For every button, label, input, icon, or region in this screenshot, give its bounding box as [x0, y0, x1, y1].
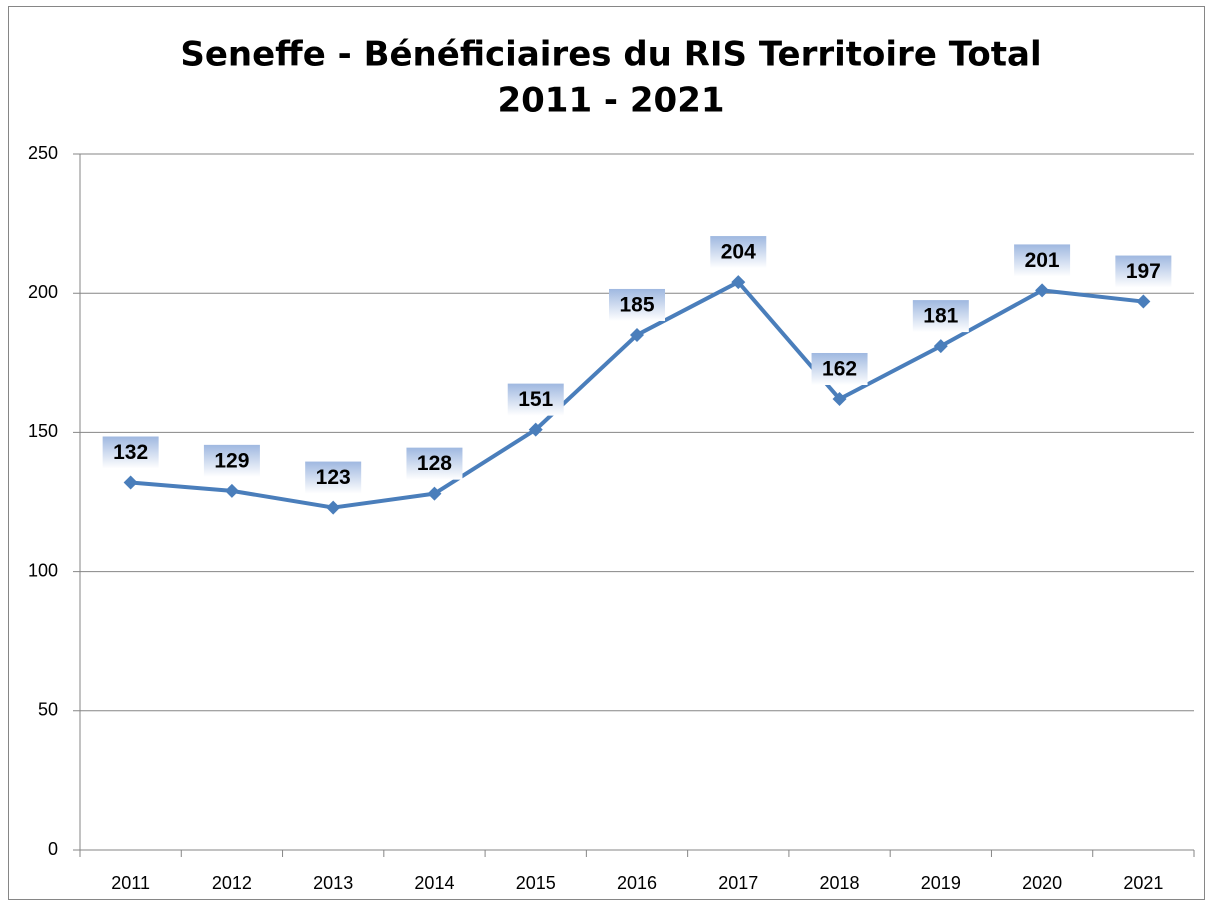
x-tick-label: 2021	[1123, 873, 1163, 893]
x-tick-label: 2019	[921, 873, 961, 893]
marker	[630, 327, 644, 342]
chart-border	[8, 6, 1205, 900]
y-tick-label: 200	[28, 282, 58, 302]
data-label: 197	[1126, 260, 1161, 283]
data-label-box	[1115, 255, 1172, 288]
x-tick-label: 2015	[516, 873, 556, 893]
data-label: 123	[316, 466, 351, 489]
x-tick-label: 2014	[414, 873, 454, 893]
data-label: 129	[214, 449, 249, 472]
data-label-box	[912, 300, 969, 333]
data-label-box	[811, 352, 868, 385]
marker	[224, 483, 239, 498]
chart-title: Seneffe - Bénéficiaires du RIS Territoir…	[180, 35, 1041, 75]
x-tick-label: 2011	[111, 873, 150, 893]
data-label: 128	[417, 452, 452, 475]
data-label: 132	[113, 441, 148, 464]
x-tick-label: 2013	[313, 873, 353, 893]
data-label: 204	[721, 241, 756, 264]
marker	[123, 475, 138, 490]
x-tick-label: 2012	[212, 873, 252, 893]
y-tick-label: 50	[38, 700, 58, 720]
x-tick-label: 2020	[1022, 873, 1062, 893]
chart-subtitle: 2011 - 2021	[497, 81, 724, 121]
marker	[832, 391, 847, 406]
marker	[427, 486, 442, 501]
y-tick-label: 250	[28, 143, 58, 163]
y-tick-label: 0	[48, 839, 58, 859]
data-label: 185	[619, 294, 654, 317]
marker	[731, 275, 746, 290]
data-label: 201	[1025, 249, 1060, 272]
data-label-box	[305, 461, 362, 494]
marker	[326, 500, 341, 515]
marker	[1136, 294, 1151, 309]
data-label-box	[1014, 244, 1071, 277]
marker	[933, 339, 948, 354]
x-tick-label: 2018	[820, 873, 860, 893]
y-tick-label: 100	[28, 560, 58, 580]
x-tick-label: 2016	[617, 873, 657, 893]
data-label: 151	[518, 388, 553, 411]
marker	[528, 422, 543, 437]
x-tick-label: 2017	[718, 873, 758, 893]
data-label-box	[507, 383, 564, 416]
data-label-box	[102, 436, 159, 469]
marker	[1035, 283, 1050, 298]
data-label: 162	[822, 358, 857, 381]
y-tick-label: 150	[28, 421, 58, 441]
data-label: 181	[923, 305, 958, 328]
data-label-box	[609, 288, 665, 321]
data-label-box	[203, 444, 260, 477]
data-label-box	[710, 236, 767, 269]
data-label-box	[406, 447, 463, 480]
